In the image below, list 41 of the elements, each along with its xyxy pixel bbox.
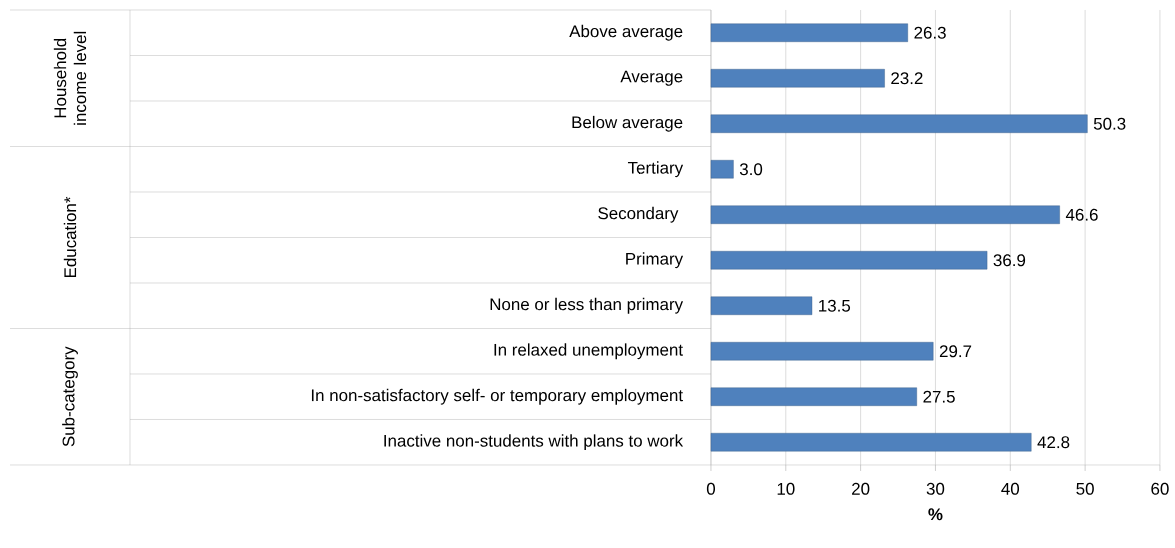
y-tick-label: None or less than primary: [490, 297, 684, 314]
data-label: 3.0: [739, 163, 763, 176]
y-tick-label: Tertiary: [627, 161, 684, 178]
x-tick-label: 60: [1151, 482, 1169, 495]
y-tick-label: In non-satisfactory self- or temporary employment: [311, 388, 683, 405]
bar: [710, 296, 813, 315]
bar: [710, 251, 988, 270]
data-label: 23.2: [891, 72, 923, 85]
bar: [710, 387, 917, 406]
data-label: 42.8: [1037, 436, 1070, 449]
x-tick-label: 20: [852, 482, 870, 495]
bar: [710, 433, 1032, 452]
bar: [710, 342, 934, 361]
x-tick-label: 10: [777, 482, 795, 495]
text: Household income level: [53, 31, 87, 125]
bar: [710, 160, 734, 179]
bar: [710, 69, 885, 88]
data-label: 46.6: [1065, 208, 1098, 221]
y-tick-label: Below average: [572, 115, 683, 132]
data-label: 50.3: [1093, 117, 1126, 130]
data-label: 13.5: [819, 299, 851, 312]
data-label: 29.7: [939, 345, 972, 358]
y-tick-label: Secondary: [598, 206, 679, 223]
x-tick-label: 0: [706, 482, 716, 495]
bar: [710, 23, 908, 42]
y-tick-label: In relaxed unemployment: [494, 343, 683, 360]
text: Education*: [63, 196, 77, 278]
bar: [710, 205, 1060, 224]
x-axis-title: %: [928, 508, 943, 521]
text: Sub-category: [62, 346, 78, 447]
y-tick-label: Inactive non-students with plans to work: [384, 434, 684, 451]
x-tick-label: 50: [1076, 482, 1094, 495]
data-label: 36.9: [993, 254, 1026, 267]
x-tick-label: 40: [1001, 482, 1020, 495]
y-tick-label: Average: [620, 70, 683, 86]
data-label: 26.3: [914, 26, 946, 39]
x-tick-label: 30: [926, 482, 945, 495]
y-tick-label: Primary: [626, 252, 684, 269]
bar: [710, 114, 1088, 133]
y-tick-label: Above average: [569, 24, 683, 41]
data-label: 27.5: [923, 390, 955, 403]
